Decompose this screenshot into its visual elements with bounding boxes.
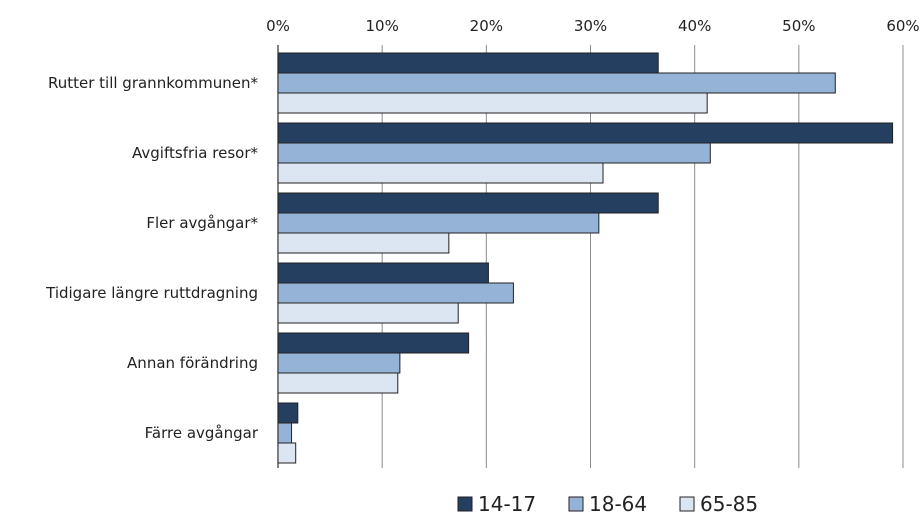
category-label: Färre avgångar <box>145 424 259 442</box>
category-label: Rutter till grannkommunen* <box>48 74 259 92</box>
x-tick-label: 50% <box>782 17 815 35</box>
bar-65-85 <box>277 302 459 324</box>
x-tick-label: 60% <box>886 17 919 35</box>
x-tick-label: 40% <box>678 17 711 35</box>
category-label: Tidigare längre ruttdragning <box>45 284 258 302</box>
category-labels: Rutter till grannkommunen* Avgiftsfria re… <box>45 74 259 442</box>
bar-14-17 <box>277 52 659 74</box>
legend-swatch <box>568 496 584 512</box>
x-tick-label: 30% <box>574 17 607 35</box>
legend-swatch <box>457 496 473 512</box>
category-label: Fler avgångar* <box>146 214 258 232</box>
x-tick-label: 20% <box>470 17 503 35</box>
x-tick-label: 0% <box>266 17 290 35</box>
bar-18-64 <box>277 212 600 234</box>
gridlines <box>277 45 904 468</box>
category-label: Avgiftsfria resor* <box>132 144 258 162</box>
bar-18-64 <box>277 142 711 164</box>
bar-65-85 <box>277 232 450 254</box>
legend-label: 18-64 <box>589 492 647 516</box>
x-axis-ticks: 0% 10% 20% 30% 40% 50% 60% <box>266 17 920 35</box>
legend-label: 14-17 <box>478 492 536 516</box>
legend-swatch <box>679 496 695 512</box>
bar-18-64 <box>277 422 293 444</box>
bars <box>277 52 894 464</box>
bar-18-64 <box>277 282 514 304</box>
bar-14-17 <box>277 402 299 424</box>
bar-18-64 <box>277 352 401 374</box>
bar-65-85 <box>277 372 399 394</box>
bar-14-17 <box>277 122 894 144</box>
legend-label: 65-85 <box>700 492 758 516</box>
x-tick-label: 10% <box>365 17 398 35</box>
bar-14-17 <box>277 262 489 284</box>
bar-18-64 <box>277 72 836 94</box>
legend: 14-17 18-64 65-85 <box>457 492 758 516</box>
category-label: Annan förändring <box>127 354 258 372</box>
bar-65-85 <box>277 442 297 464</box>
bar-14-17 <box>277 192 659 214</box>
bar-14-17 <box>277 332 470 354</box>
bar-65-85 <box>277 92 708 114</box>
bar-65-85 <box>277 162 604 184</box>
